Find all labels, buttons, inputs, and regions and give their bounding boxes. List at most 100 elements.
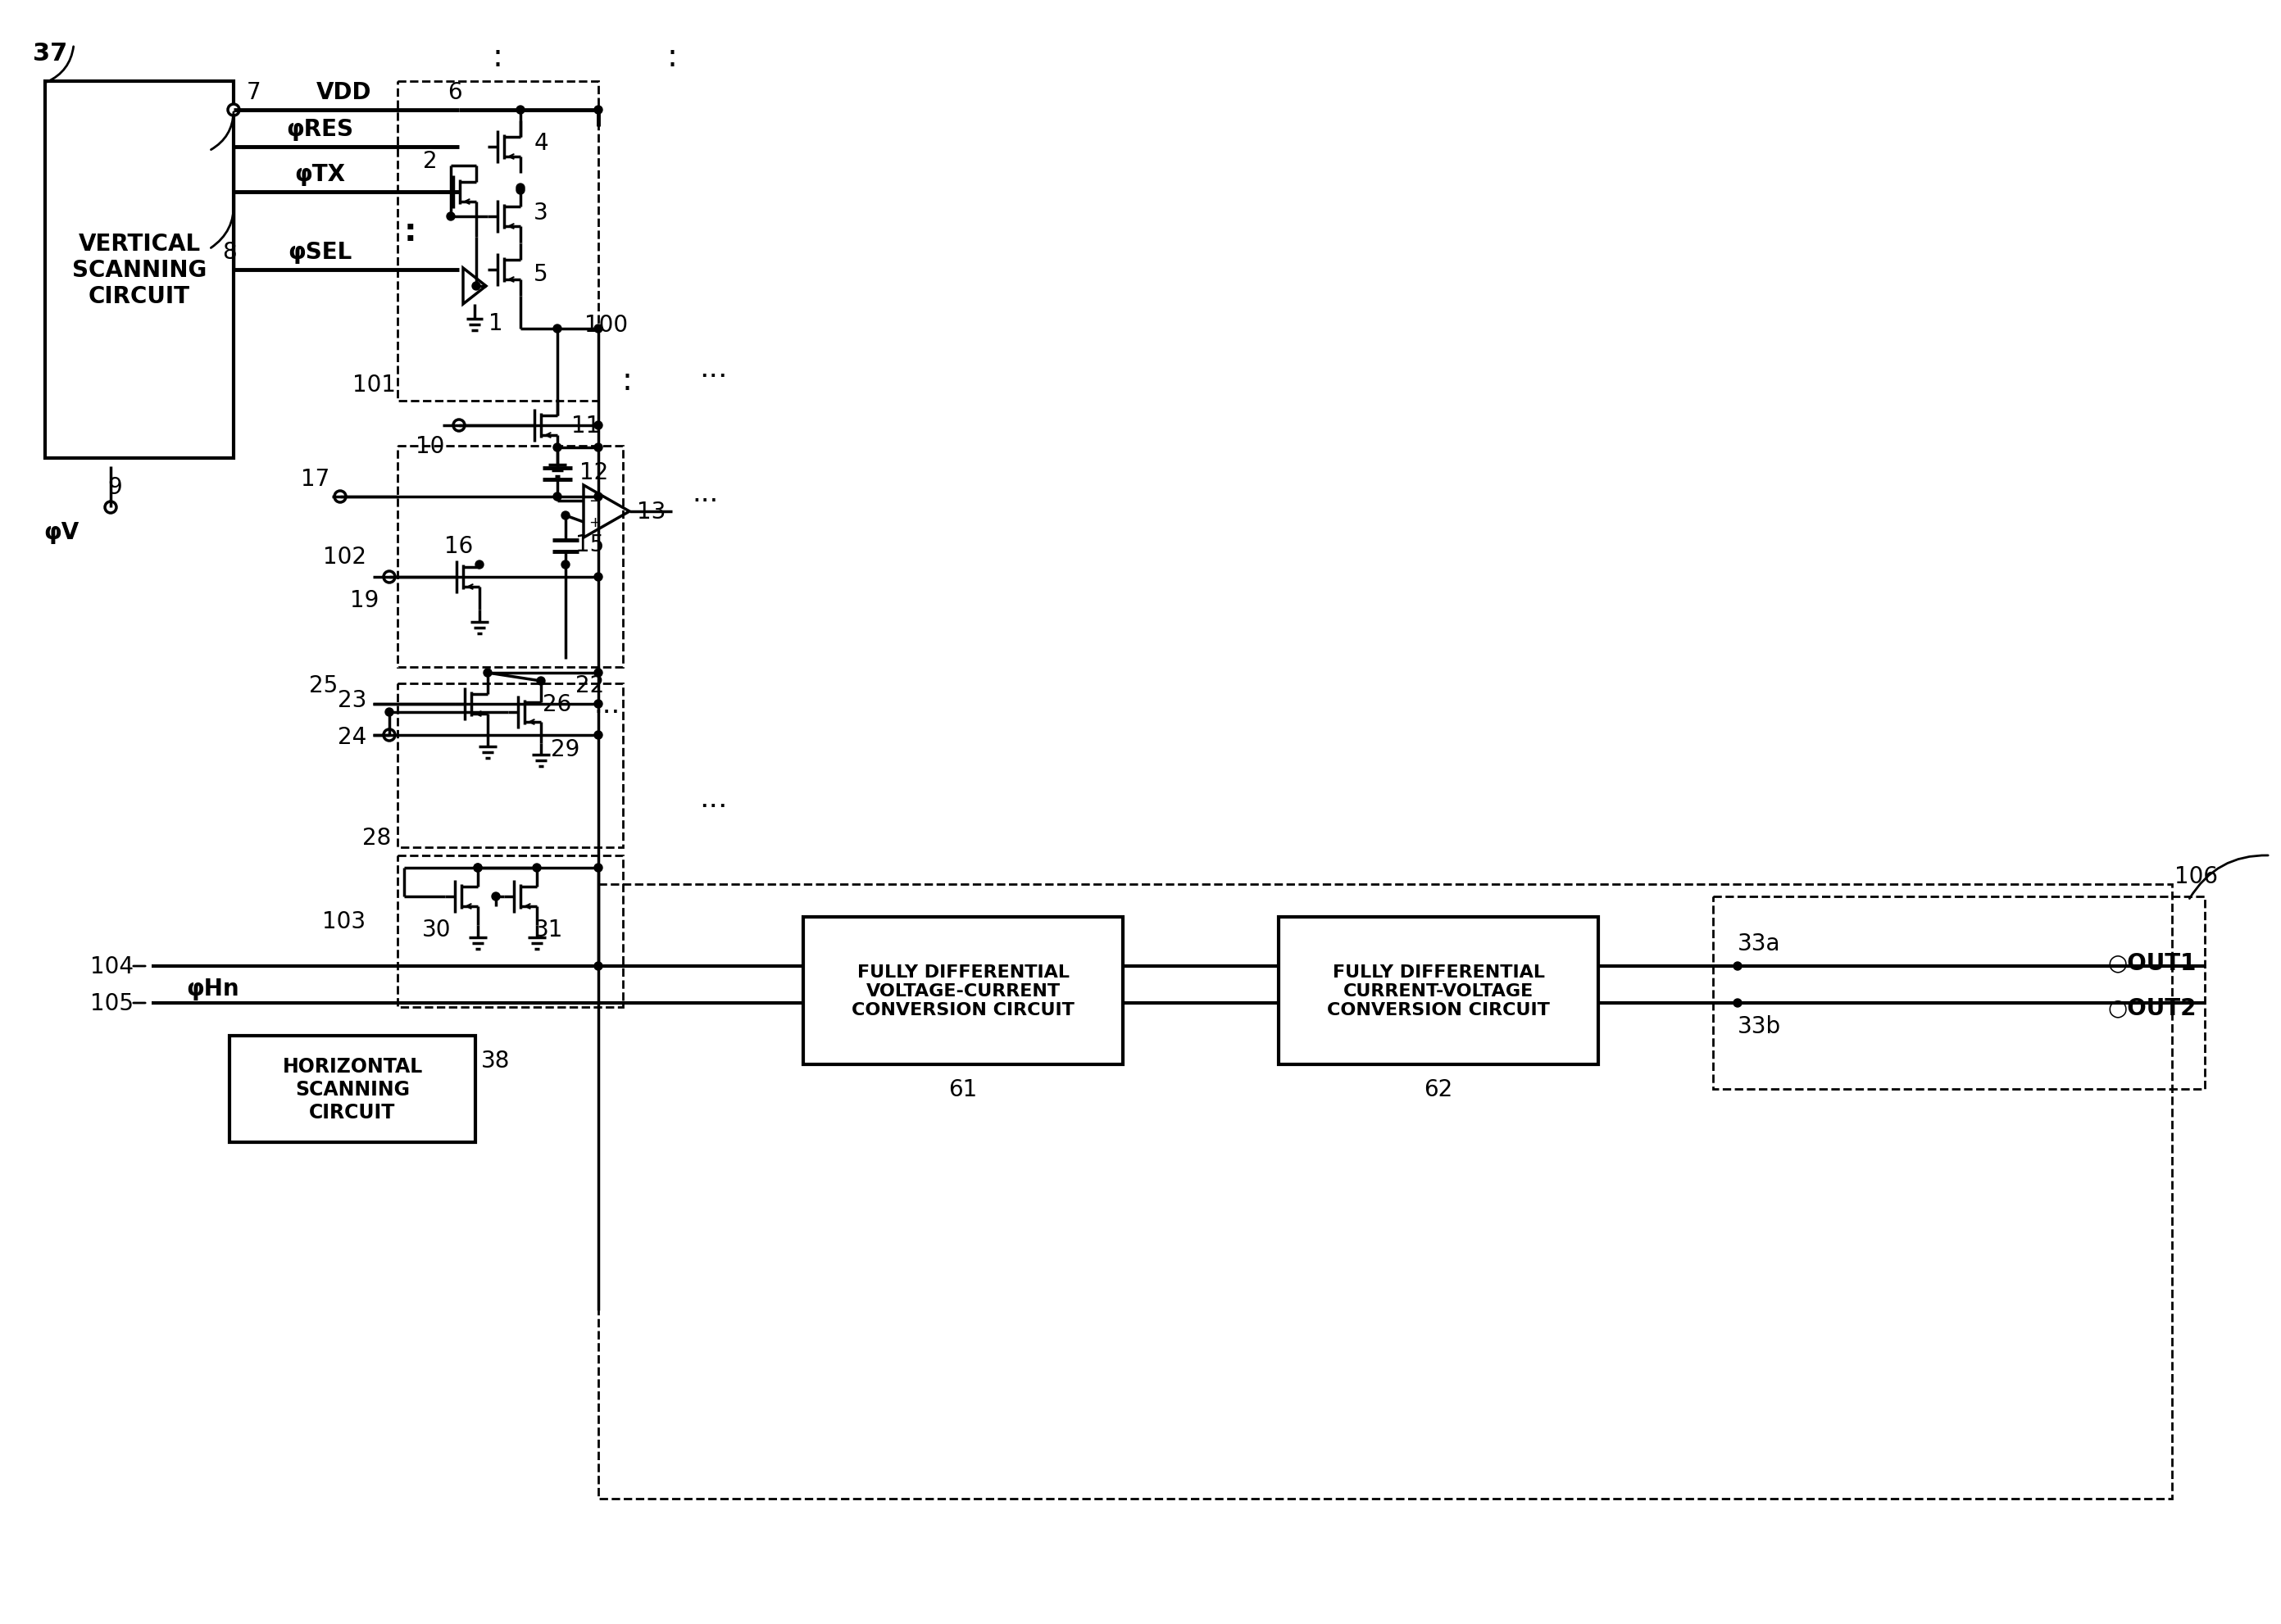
Text: −: − xyxy=(588,494,602,508)
Bar xyxy=(803,918,1122,1065)
Circle shape xyxy=(516,107,525,115)
Text: 12: 12 xyxy=(579,461,609,484)
Text: φHn: φHn xyxy=(187,978,240,1000)
Circle shape xyxy=(454,421,465,432)
Text: 16: 16 xyxy=(445,534,474,557)
Circle shape xyxy=(484,669,493,677)
Text: 29: 29 xyxy=(552,737,579,760)
Text: 11: 11 xyxy=(573,414,600,437)
Circle shape xyxy=(385,708,392,716)
Circle shape xyxy=(1734,963,1743,971)
Text: HORIZONTAL
SCANNING
CIRCUIT: HORIZONTAL SCANNING CIRCUIT xyxy=(283,1057,422,1122)
Circle shape xyxy=(474,560,484,568)
Text: FULLY DIFFERENTIAL
VOLTAGE-CURRENT
CONVERSION CIRCUIT: FULLY DIFFERENTIAL VOLTAGE-CURRENT CONVE… xyxy=(851,963,1074,1018)
Text: ○OUT1: ○OUT1 xyxy=(2108,950,2197,974)
Circle shape xyxy=(228,106,240,117)
Text: 101: 101 xyxy=(354,374,397,396)
Text: 22: 22 xyxy=(575,674,604,697)
Text: φV: φV xyxy=(43,521,80,544)
Text: 38: 38 xyxy=(481,1049,511,1072)
Text: 6: 6 xyxy=(447,81,463,104)
Text: ...: ... xyxy=(698,354,728,383)
Text: 4: 4 xyxy=(534,132,547,154)
Circle shape xyxy=(595,963,602,971)
Text: φRES: φRES xyxy=(285,119,354,141)
Text: 9: 9 xyxy=(107,476,121,499)
Text: FULLY DIFFERENTIAL
CURRENT-VOLTAGE
CONVERSION CIRCUIT: FULLY DIFFERENTIAL CURRENT-VOLTAGE CONVE… xyxy=(1328,963,1549,1018)
Circle shape xyxy=(595,731,602,739)
Circle shape xyxy=(554,494,561,502)
Circle shape xyxy=(383,572,395,583)
Text: 2: 2 xyxy=(422,149,438,172)
Bar xyxy=(397,684,623,848)
Circle shape xyxy=(474,864,481,872)
Text: 33b: 33b xyxy=(1738,1015,1781,1038)
Text: 26: 26 xyxy=(543,693,573,716)
Circle shape xyxy=(447,213,454,221)
Text: φTX: φTX xyxy=(294,162,344,185)
Bar xyxy=(46,81,233,458)
Circle shape xyxy=(554,443,561,451)
Text: 33a: 33a xyxy=(1738,932,1781,955)
Text: 7: 7 xyxy=(246,81,262,104)
Circle shape xyxy=(493,893,500,901)
Circle shape xyxy=(561,560,570,568)
Text: 10: 10 xyxy=(415,435,445,458)
Circle shape xyxy=(1734,999,1743,1007)
Text: 19: 19 xyxy=(351,590,379,612)
Text: 102: 102 xyxy=(322,546,365,568)
Text: 17: 17 xyxy=(301,468,331,490)
Text: :: : xyxy=(666,42,677,73)
Circle shape xyxy=(595,573,602,581)
Text: 28: 28 xyxy=(363,827,392,849)
Text: φSEL: φSEL xyxy=(287,240,351,263)
Circle shape xyxy=(554,325,561,333)
Circle shape xyxy=(474,864,481,872)
Circle shape xyxy=(595,325,602,333)
Text: 30: 30 xyxy=(422,918,452,940)
Text: ...: ... xyxy=(698,784,728,812)
Circle shape xyxy=(105,502,116,513)
Text: VDD: VDD xyxy=(317,81,372,104)
Text: 25: 25 xyxy=(310,674,338,697)
Text: 62: 62 xyxy=(1423,1078,1453,1101)
Circle shape xyxy=(595,422,602,430)
Text: :: : xyxy=(404,216,415,247)
Bar xyxy=(230,1036,474,1142)
Text: 23: 23 xyxy=(338,689,367,711)
Circle shape xyxy=(516,187,525,195)
Text: 61: 61 xyxy=(949,1078,979,1101)
Text: 24: 24 xyxy=(338,726,367,749)
Text: ...: ... xyxy=(691,481,719,507)
Bar xyxy=(397,81,598,401)
Text: ○OUT2: ○OUT2 xyxy=(2108,996,2197,1018)
Text: +: + xyxy=(588,515,602,529)
Circle shape xyxy=(595,700,602,708)
Circle shape xyxy=(516,184,525,193)
Circle shape xyxy=(595,669,602,677)
Circle shape xyxy=(595,107,602,115)
Bar xyxy=(598,885,2172,1499)
Circle shape xyxy=(595,494,602,502)
Circle shape xyxy=(383,729,395,741)
Bar xyxy=(1280,918,1599,1065)
Text: 3: 3 xyxy=(534,201,547,224)
Bar xyxy=(397,447,623,667)
Text: 104: 104 xyxy=(91,955,135,978)
Circle shape xyxy=(595,443,602,451)
Circle shape xyxy=(561,512,570,520)
Text: 105: 105 xyxy=(91,992,135,1015)
Text: 8: 8 xyxy=(221,240,237,263)
Circle shape xyxy=(335,492,347,503)
Circle shape xyxy=(536,677,545,685)
Text: 13: 13 xyxy=(636,500,666,523)
Text: 1: 1 xyxy=(488,312,504,335)
Bar xyxy=(397,856,623,1007)
Text: VERTICAL
SCANNING
CIRCUIT: VERTICAL SCANNING CIRCUIT xyxy=(73,232,208,309)
Text: 15: 15 xyxy=(575,533,604,555)
Text: 31: 31 xyxy=(534,918,563,940)
Text: ...: ... xyxy=(593,690,620,718)
Text: 103: 103 xyxy=(322,909,365,932)
Circle shape xyxy=(472,283,481,291)
Text: 5: 5 xyxy=(534,263,547,286)
